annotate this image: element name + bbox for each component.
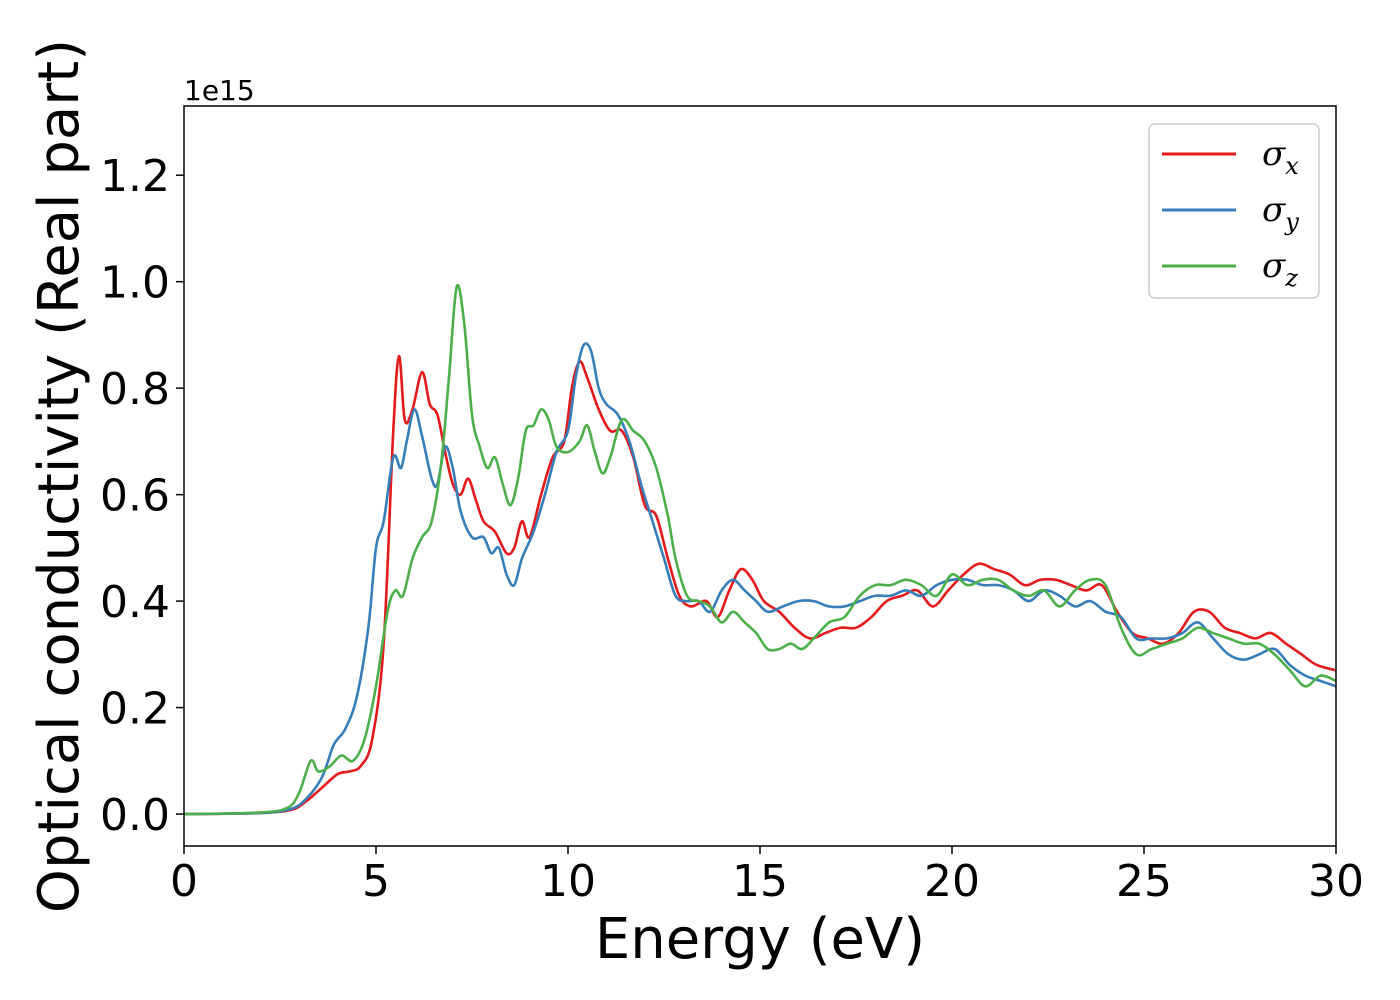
y-tick-label: 1.0 <box>100 258 170 309</box>
series-line-y <box>183 342 1337 816</box>
x-tick-label: 20 <box>924 856 980 907</box>
legend-label-y: σy <box>1262 190 1299 236</box>
series-layer <box>183 283 1337 816</box>
y-tick-label: 0.2 <box>100 684 170 735</box>
x-tick-label: 15 <box>732 856 788 907</box>
y-axis-ticks: 0.0 0.2 0.4 0.6 0.8 1.0 1.2 <box>100 151 184 841</box>
y-tick-label: 0.8 <box>100 364 170 415</box>
legend-label-x: σx <box>1262 134 1299 180</box>
x-tick-label: 30 <box>1308 856 1364 907</box>
legend: σx σy σz <box>1148 123 1320 299</box>
series-line-z <box>183 283 1337 816</box>
y-axis-label: Optical conductivity (Real part) <box>27 39 92 913</box>
y-tick-label: 0.6 <box>100 471 170 522</box>
x-axis-ticks: 0 5 10 15 20 25 30 <box>170 846 1364 907</box>
x-tick-label: 5 <box>362 856 390 907</box>
x-tick-label: 25 <box>1116 856 1172 907</box>
x-axis-label: Energy (eV) <box>595 907 925 972</box>
y-offset-label: 1e15 <box>184 74 255 107</box>
y-tick-label: 1.2 <box>100 151 170 202</box>
y-tick-label: 0.0 <box>100 790 170 841</box>
legend-label-z: σz <box>1262 246 1298 292</box>
series-line-x <box>183 354 1337 816</box>
x-tick-label: 0 <box>170 856 198 907</box>
x-tick-label: 10 <box>540 856 596 907</box>
y-tick-label: 0.4 <box>100 577 170 628</box>
